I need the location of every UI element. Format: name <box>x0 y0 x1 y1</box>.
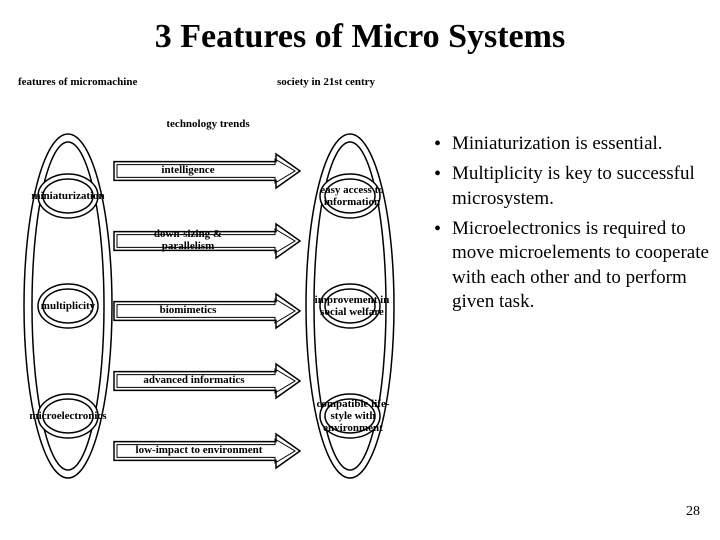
label-low-impact: low-impact to environment <box>114 444 284 456</box>
bullet-list: Miniaturization is essential. Multiplici… <box>430 132 710 320</box>
bullet-item: Multiplicity is key to successful micros… <box>430 162 710 211</box>
label-adv-informatics: advanced informatics <box>114 374 274 386</box>
label-microelectronics: microelectronics <box>26 410 110 422</box>
label-miniaturization: miniaturization <box>30 190 106 202</box>
label-biomimetics: biomimetics <box>128 304 248 316</box>
label-left-header: features of micromachine <box>18 76 168 88</box>
diagram-region: features of micromachine society in 21st… <box>18 76 418 486</box>
label-lifestyle: compatible life- style with environment <box>314 398 392 434</box>
page-title: 3 Features of Micro Systems <box>0 18 720 56</box>
label-multiplicity: multiplicity <box>30 300 106 312</box>
label-downsizing: down-sizing & parallelism <box>128 228 248 252</box>
page-number: 28 <box>686 504 700 520</box>
label-welfare: improvement in social welfare <box>314 294 390 318</box>
bullet-item: Miniaturization is essential. <box>430 132 710 156</box>
label-tech-trends: technology trends <box>138 118 278 130</box>
label-right-header: society in 21st centry <box>256 76 396 88</box>
label-intelligence: intelligence <box>128 164 248 176</box>
bullet-item: Microelectronics is required to move mic… <box>430 217 710 314</box>
label-easy-access: easy access to information <box>314 184 390 208</box>
